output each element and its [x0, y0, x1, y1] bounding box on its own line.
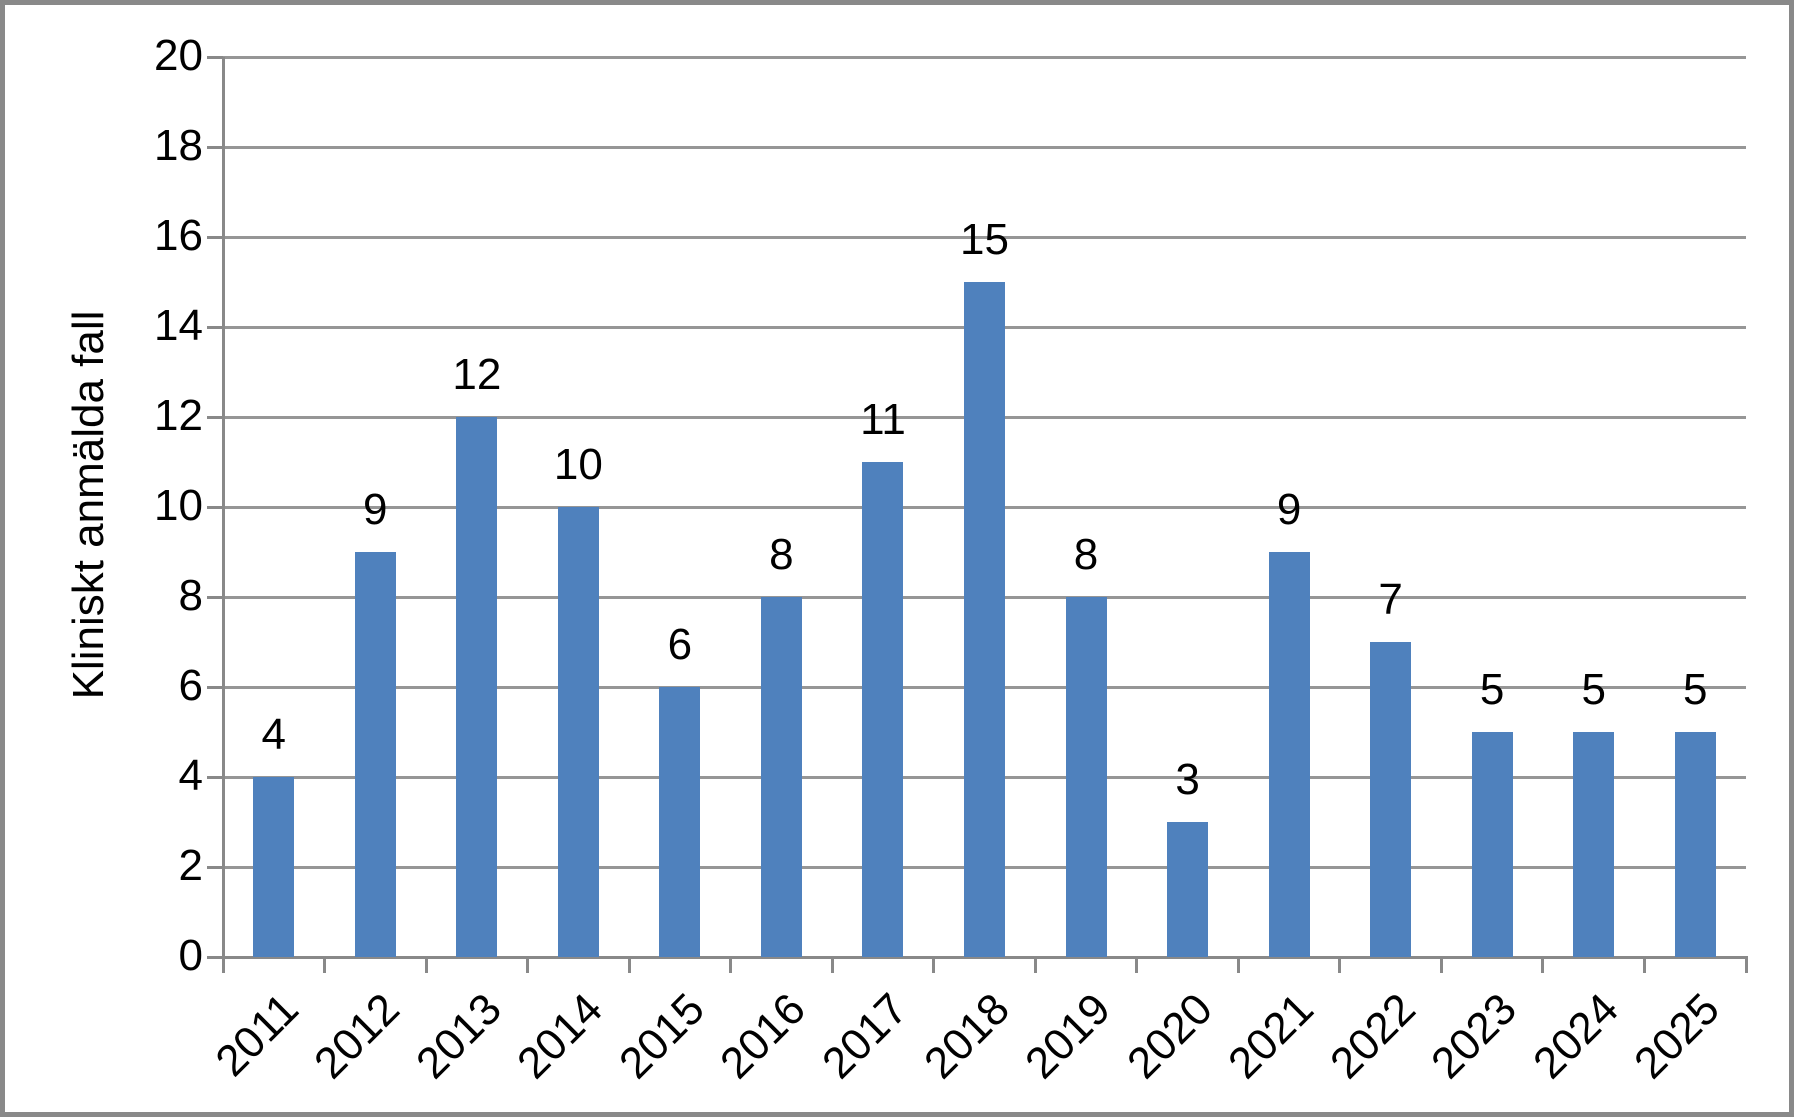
data-label-2019: 8 [1073, 530, 1099, 579]
plot-area: 0 2 4 6 8 10 12 14 16 18 20 4 2011 9 2012 12 2013 10 2014 6… [5, 5, 1789, 1112]
bar-2020 [1167, 822, 1209, 957]
data-label-2021: 9 [1276, 485, 1302, 534]
y-tick-0 [207, 955, 223, 959]
y-tick-label-12: 12 [154, 391, 203, 440]
x-axis [223, 955, 1748, 959]
x-tick-9 [1135, 957, 1139, 973]
data-label-2012: 9 [363, 485, 388, 534]
bar-2024 [1573, 732, 1615, 957]
data-label-2018: 15 [960, 215, 1009, 264]
bar-2015 [659, 687, 701, 957]
bar-2021 [1268, 552, 1310, 957]
y-tick-label-0: 0 [178, 931, 203, 980]
bar-2014 [557, 507, 599, 957]
y-tick-label-4: 4 [178, 751, 203, 800]
y-tick-label-10: 10 [154, 481, 203, 530]
y-tick-4 [207, 775, 223, 779]
x-tick-13 [1541, 957, 1545, 973]
data-label-2016: 8 [769, 530, 794, 579]
y-tick-label-18: 18 [154, 121, 203, 170]
x-tick-8 [1033, 957, 1037, 973]
bar-2018 [964, 282, 1005, 957]
y-tick-18 [207, 145, 223, 149]
y-tick-10 [207, 505, 223, 509]
x-tick-5 [729, 957, 733, 973]
gridline-20 [223, 55, 1746, 59]
data-label-2020: 3 [1175, 755, 1200, 804]
y-tick-label-14: 14 [154, 301, 203, 350]
y-tick-label-2: 2 [178, 841, 203, 890]
bar-2025 [1674, 732, 1716, 957]
y-tick-16 [207, 235, 223, 239]
x-tick-14 [1642, 957, 1646, 973]
bar-2012 [354, 552, 396, 957]
data-label-2015: 6 [667, 620, 693, 669]
y-tick-2 [207, 865, 223, 869]
x-tick-4 [627, 957, 631, 973]
gridline-16 [223, 235, 1746, 239]
y-tick-label-20: 20 [154, 31, 203, 80]
gridline-18 [223, 145, 1746, 149]
y-tick-label-16: 16 [154, 211, 203, 260]
y-tick-14 [207, 325, 223, 329]
bar-2019 [1065, 597, 1107, 957]
bar-2013 [456, 417, 498, 957]
x-tick-1 [323, 957, 327, 973]
bar-2022 [1370, 642, 1412, 957]
data-label-2014: 10 [553, 440, 603, 489]
x-tick-0 [221, 957, 225, 973]
y-tick-20 [207, 55, 223, 59]
x-tick-6 [830, 957, 834, 973]
y-tick-label-8: 8 [178, 571, 203, 620]
data-label-2011: 4 [261, 710, 286, 759]
x-tick-7 [932, 957, 936, 973]
y-tick-12 [207, 415, 223, 419]
y-tick-6 [207, 685, 223, 689]
x-tick-3 [526, 957, 530, 973]
bar-2023 [1471, 732, 1513, 957]
data-label-2023: 5 [1479, 665, 1505, 714]
x-tick-15 [1744, 957, 1748, 973]
data-label-2013: 12 [452, 350, 502, 399]
data-label-2022: 7 [1378, 575, 1403, 624]
x-tick-12 [1439, 957, 1443, 973]
y-tick-8 [207, 595, 223, 599]
x-tick-11 [1338, 957, 1342, 973]
data-label-2025: 5 [1682, 665, 1708, 714]
y-axis [221, 57, 225, 973]
bar-2016 [760, 597, 802, 957]
x-tick-2 [424, 957, 428, 973]
y-tick-label-6: 6 [178, 661, 203, 710]
bar-2017 [862, 462, 904, 957]
data-label-2017: 11 [860, 395, 906, 444]
x-tick-10 [1236, 957, 1240, 973]
data-label-2024: 5 [1581, 665, 1606, 714]
bar-2011 [253, 777, 295, 957]
